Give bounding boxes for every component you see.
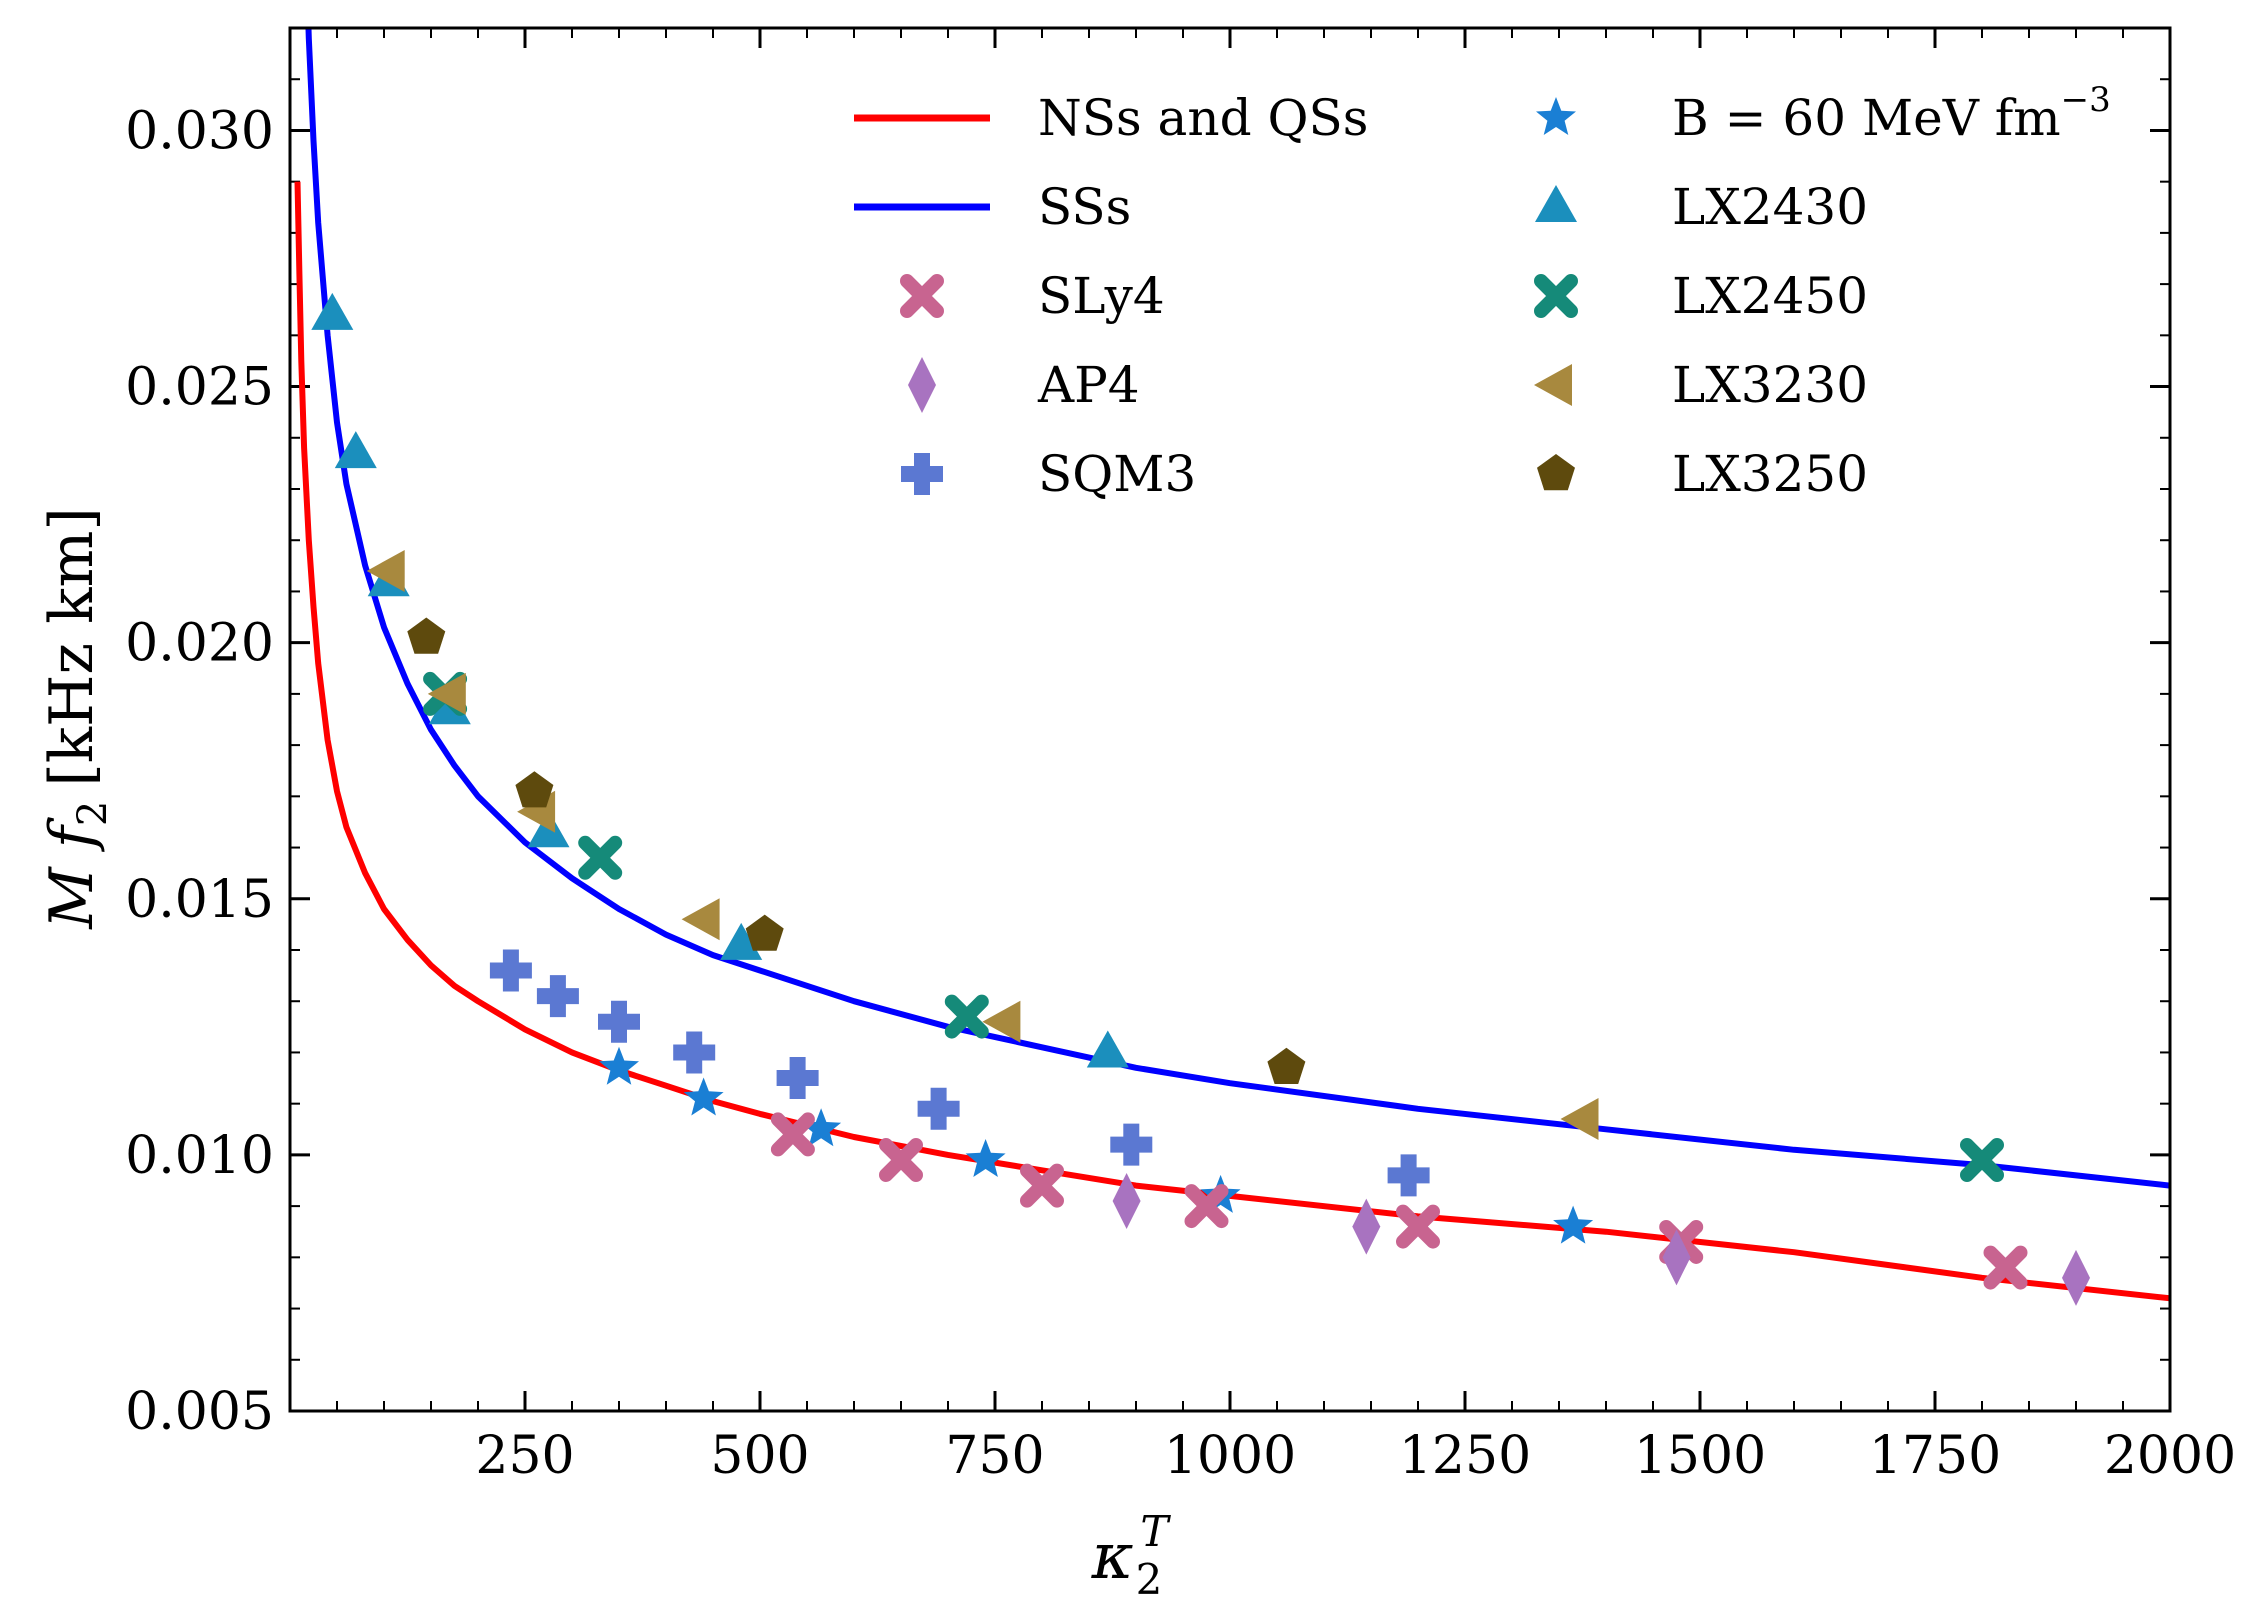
point-sly4 — [770, 1112, 815, 1157]
point-ap4 — [1112, 1172, 1141, 1229]
x-axis-label: κ2T — [1091, 1507, 1172, 1604]
x-tick-label: 1000 — [1164, 1426, 1296, 1486]
point-sqm3 — [598, 1000, 640, 1043]
point-sqm3 — [489, 949, 532, 992]
legend-label: LX3230 — [1672, 356, 1868, 414]
legend-marker-symbol — [1534, 274, 1578, 318]
y-axis-label: M f2[kHz km] — [37, 507, 116, 930]
data-points — [311, 292, 2090, 1306]
point-lx3250 — [515, 771, 554, 808]
legend-marker-symbol — [1534, 364, 1572, 406]
point-lx3250 — [407, 617, 446, 654]
legend-marker-symbol — [1535, 185, 1577, 222]
x-tick-label: 500 — [710, 1426, 809, 1486]
y-tick-label: 0.025 — [125, 358, 274, 418]
x-tick-label: 1500 — [1634, 1426, 1766, 1486]
point-lx3230 — [1560, 1098, 1599, 1141]
axis-ticks — [290, 28, 2172, 1413]
y-tick-label: 0.020 — [125, 614, 274, 674]
point-sly4 — [1983, 1245, 2028, 1290]
point-lx2430 — [1086, 1030, 1129, 1068]
point-lx2450 — [944, 994, 989, 1039]
point-b-60-mev-fm — [801, 1108, 842, 1147]
point-b-60-mev-fm — [683, 1077, 724, 1116]
legend-marker-symbol — [1537, 454, 1575, 491]
point-lx3230 — [427, 672, 466, 715]
curve-sss — [305, 28, 2170, 1189]
point-sly4 — [1020, 1163, 1064, 1208]
legend-label: LX2430 — [1672, 178, 1868, 236]
point-lx3250 — [745, 914, 784, 951]
legend-label: LX2450 — [1672, 267, 1868, 325]
legend-label: NSs and QSs — [1038, 89, 1368, 147]
y-tick-label: 0.030 — [125, 101, 274, 161]
x-tick-label: 750 — [945, 1426, 1044, 1486]
y-tick-label: 0.010 — [125, 1126, 274, 1186]
plot-frame — [288, 26, 2172, 1413]
point-lx3230 — [982, 1000, 1021, 1043]
point-lx2450 — [578, 835, 623, 880]
point-lx2430 — [311, 292, 354, 330]
legend-label: B = 60 MeV fm−3 — [1672, 80, 2111, 147]
legend: NSs and QSs SSs SLy4 AP4 SQM3 B = 60 MeV fm−3… — [854, 80, 2111, 503]
legend-label: AP4 — [1037, 356, 1140, 414]
legend-label: SQM3 — [1038, 445, 1196, 503]
point-sqm3 — [917, 1087, 960, 1130]
point-b-60-mev-fm — [965, 1139, 1006, 1177]
legend-marker-symbol — [1536, 97, 1576, 135]
legend-label: LX3250 — [1672, 445, 1868, 503]
point-sqm3 — [1387, 1154, 1430, 1197]
point-lx2450 — [1960, 1138, 2004, 1183]
tick-labels: 250 500 750 1000 1250 1500 1750 2000 0.005 0.010 0… — [125, 101, 2236, 1486]
x-tick-label: 250 — [475, 1426, 574, 1486]
point-sqm3 — [536, 975, 579, 1018]
legend-marker-symbol — [901, 453, 943, 495]
point-sly4 — [879, 1138, 923, 1183]
point-b-60-mev-fm — [1553, 1205, 1594, 1244]
point-lx3250 — [1267, 1047, 1306, 1084]
point-sqm3 — [776, 1057, 819, 1100]
point-sqm3 — [1110, 1123, 1153, 1166]
point-ap4 — [1662, 1229, 1691, 1286]
legend-label: SSs — [1038, 178, 1131, 236]
point-sly4 — [1396, 1204, 1440, 1249]
x-tick-label: 1750 — [1869, 1426, 2001, 1486]
point-lx3230 — [681, 898, 720, 941]
legend-marker-symbol — [900, 274, 944, 318]
point-ap4 — [1352, 1198, 1381, 1255]
point-lx2430 — [334, 431, 377, 469]
point-sqm3 — [673, 1031, 716, 1074]
point-lx3230 — [366, 549, 405, 592]
legend-marker-symbol — [908, 357, 936, 413]
point-sly4 — [1184, 1184, 1229, 1229]
point-b-60-mev-fm — [599, 1046, 639, 1085]
x-tick-label: 1250 — [1399, 1426, 1531, 1486]
y-tick-label: 0.015 — [125, 870, 274, 930]
y-tick-label: 0.005 — [125, 1382, 274, 1442]
legend-label: SLy4 — [1038, 267, 1165, 325]
x-tick-label: 2000 — [2104, 1426, 2236, 1486]
point-lx2430 — [720, 922, 763, 960]
point-ap4 — [2062, 1249, 2090, 1306]
